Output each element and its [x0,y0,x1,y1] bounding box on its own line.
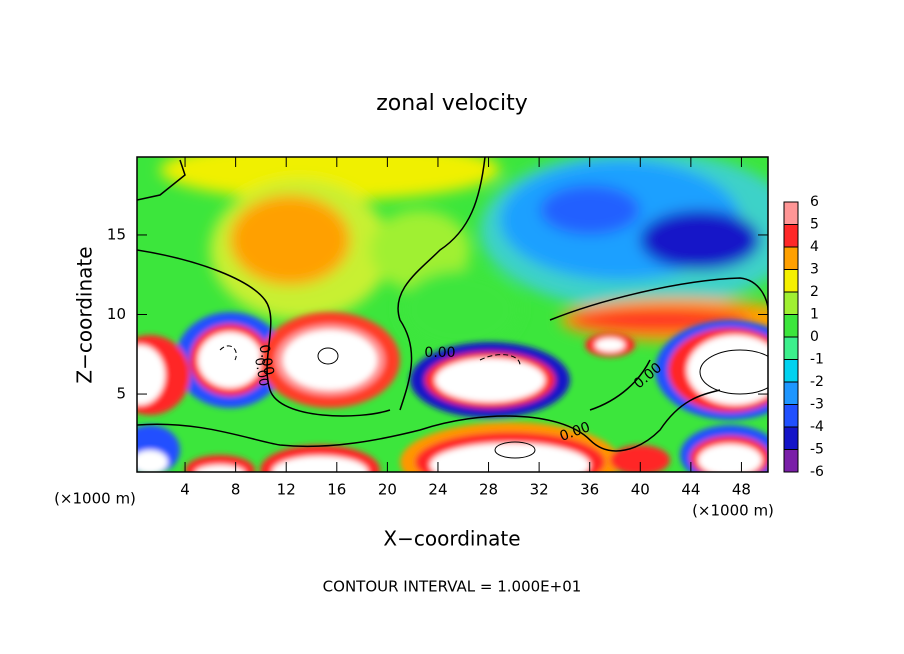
chart-title: zonal velocity [376,91,528,116]
x-tick-label: 36 [580,481,599,499]
colorbar-tick-label: 4 [810,239,819,255]
colorbar-segment [784,337,798,360]
colorbar-segment [784,427,798,450]
x-tick-label: 24 [428,481,447,499]
y-unit: (×1000 m) [54,490,136,508]
colorbar-segment [784,269,798,292]
contour-lines [137,157,768,452]
colorbar-segment [784,404,798,427]
colorbar-segment [784,382,798,405]
x-tick-label: 20 [378,481,397,499]
x-tick-label: 8 [231,481,241,499]
colorbar-tick-label: 2 [810,284,819,300]
x-tick-label: 4 [180,481,190,499]
colorbar-segment [784,292,798,315]
contour-label: 0.00 [424,345,455,361]
y-tick-label: 10 [107,305,126,323]
contour-label: 0.00 [251,356,271,387]
colorbar-tick-label: -3 [810,397,824,413]
x-tick-label: 48 [732,481,751,499]
x-tick-label: 32 [530,481,549,499]
colorbar-tick-label: -6 [810,464,824,480]
colorbar-segment [784,359,798,382]
x-tick-label: 40 [631,481,650,499]
colorbar-tick-label: -4 [810,419,824,435]
x-tick-label: 12 [277,481,296,499]
footnote: CONTOUR INTERVAL = 1.000E+01 [323,578,582,596]
y-tick-label: 5 [116,385,126,403]
colorbar-segment [784,202,798,225]
colorbar-tick-label: -2 [810,374,824,390]
x-axis-label: X−coordinate [383,527,520,551]
colorbar-tick-label: 3 [810,262,819,278]
colorbar-segment [784,224,798,247]
y-axis-label: Z−coordinate [73,246,97,383]
colorbar-tick-label: -1 [810,352,824,368]
velocity-field [137,157,768,472]
x-unit: (×1000 m) [692,502,774,520]
colorbar-segment [784,247,798,270]
x-tick-label: 44 [681,481,700,499]
colorbar-tick-label: 1 [810,307,819,323]
x-tick-label: 28 [479,481,498,499]
y-tick-label: 15 [107,225,126,243]
colorbar-tick-label: -5 [810,442,824,458]
x-tick-label: 16 [327,481,346,499]
colorbar-segment [784,449,798,472]
colorbar-segment [784,314,798,337]
colorbar-tick-label: 0 [810,329,819,345]
contour-inner [219,345,768,459]
colorbar-tick-label: 6 [810,194,819,210]
colorbar-tick-label: 5 [810,217,819,233]
contour-label: 0.00 [255,343,276,376]
